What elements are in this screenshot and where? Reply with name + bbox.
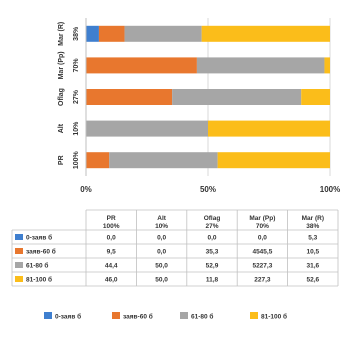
table-cell: 50,0 [155,263,168,270]
legend-swatch [250,312,258,319]
table-header-category: Mar (R) [302,215,324,222]
bar-segment [324,57,330,74]
table-series-label: заяв-60 б [26,248,56,256]
table-cell: 11,8 [206,277,219,284]
table-cell: 4545,5 [252,249,272,256]
table-cell: 9,5 [107,249,116,256]
table-cell: 0,0 [157,235,166,242]
bar-segment [86,57,197,74]
table-cell: 31,6 [306,263,319,270]
category-label: Oflag [58,88,65,106]
category-percent-label: 27% [73,89,80,104]
x-tick-label: 50% [200,185,216,194]
table-header-category: PR [107,215,116,222]
category-percent-label: 38% [73,26,80,41]
table-header-category: Mar (Pp) [249,215,275,222]
table-legend-key [15,276,23,282]
table-series-label: 0-заяв б [26,234,52,242]
table-header-percent: 10% [155,223,168,230]
table-header-category: Alt [157,215,167,222]
bar-segment [86,89,173,105]
legend-swatch [44,312,52,319]
bar-segment [301,89,330,105]
table-cell: 0,0 [258,235,267,242]
x-tick-label: 100% [320,185,340,194]
bar-segment [86,152,110,169]
table-header-percent: 100% [103,223,120,230]
category-percent-label: 10% [73,121,80,136]
bar-segment [98,25,125,42]
table-cell: 0,0 [107,235,116,242]
table-series-label: 61-80 б [26,262,48,270]
legend-label: заяв-60 б [123,313,153,321]
table-cell: 52,9 [206,263,219,270]
table-cell: 0,0 [157,249,166,256]
legend-swatch [180,312,188,319]
table-legend-key [15,234,23,240]
legend-label: 81-100 б [261,313,287,321]
table-cell: 10,5 [306,249,319,256]
category-label: Mar (Pp) [58,51,65,79]
table-cell: 50,0 [155,277,168,284]
category-percent-label: 70% [73,58,80,73]
table-cell: 5,3 [308,235,317,242]
table-cell: 0,0 [207,235,216,242]
bar-segment [208,120,330,137]
table-cell: 44,4 [105,263,118,270]
table-cell: 35,3 [206,249,219,256]
legend-label: 0-заяв б [55,313,81,321]
table-header-category: Oflag [204,215,221,222]
legend-label: 61-80 б [191,313,213,321]
bar-segment [86,120,208,137]
category-label: Mar (R) [58,22,65,46]
bar-segment [201,25,330,42]
table-cell: 227,3 [254,277,271,284]
category-percent-label: 100% [73,150,80,169]
legend-swatch [112,312,120,319]
table-cell: 46,0 [105,277,118,284]
table-header-percent: 38% [306,223,319,230]
bar-segment [196,57,325,74]
table-header-percent: 70% [256,223,269,230]
category-label: Alt [58,123,65,133]
bar-segment [217,152,330,169]
table-cell: 52,6 [306,277,319,284]
bar-segment [124,25,202,42]
table-legend-key [15,248,23,254]
bar-segment [86,25,99,42]
table-header-percent: 27% [205,223,218,230]
category-label: PR [58,155,65,165]
x-tick-label: 0% [80,185,92,194]
table-cell: 5227,3 [252,263,272,270]
bar-segment [109,152,218,169]
table-legend-key [15,262,23,268]
table-series-label: 81-100 б [26,276,52,284]
bar-segment [172,89,302,105]
